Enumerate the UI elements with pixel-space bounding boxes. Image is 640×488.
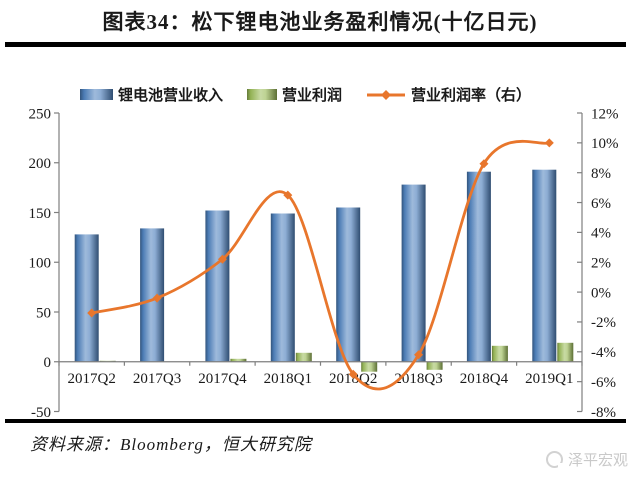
revenue-bar bbox=[466, 171, 491, 362]
right-axis-tick-label: -8% bbox=[591, 405, 616, 421]
chart-legend: 锂电池营业收入 营业利润 营业利润率（右） bbox=[80, 84, 531, 105]
legend-item-revenue: 锂电池营业收入 bbox=[80, 84, 223, 105]
margin-marker bbox=[87, 308, 97, 318]
left-axis-tick-label: 250 bbox=[29, 106, 52, 122]
legend-label-revenue: 锂电池营业收入 bbox=[118, 88, 224, 104]
top-divider bbox=[5, 42, 626, 47]
left-axis-tick-label: 150 bbox=[29, 206, 52, 222]
x-axis-category-label: 2017Q3 bbox=[133, 371, 181, 387]
margin-marker bbox=[544, 138, 554, 148]
x-axis-category-label: 2019Q1 bbox=[525, 371, 573, 387]
revenue-bar bbox=[532, 169, 557, 362]
right-axis-tick-label: 0% bbox=[591, 285, 611, 301]
margin-marker bbox=[414, 350, 424, 360]
revenue-bar bbox=[336, 207, 361, 362]
source-note: 资料来源：Bloomberg，恒大研究院 bbox=[30, 435, 312, 454]
right-axis-tick-label: 2% bbox=[591, 256, 611, 272]
legend-item-profit: 营业利润 bbox=[247, 84, 342, 105]
profit-bar bbox=[361, 361, 378, 372]
right-axis-tick-label: 6% bbox=[591, 196, 611, 212]
legend-swatch-profit bbox=[247, 89, 278, 100]
right-axis-tick-label: 10% bbox=[591, 136, 619, 152]
x-axis-category-label: 2018Q4 bbox=[460, 371, 509, 387]
figure-title: 图表34：松下锂电池业务盈利情况(十亿日元) bbox=[102, 10, 538, 34]
right-axis-tick-label: 4% bbox=[591, 226, 611, 242]
revenue-bar bbox=[270, 213, 295, 362]
zepin-macro-logo-icon bbox=[545, 451, 563, 468]
right-axis-tick-label: -2% bbox=[591, 315, 616, 331]
legend-item-margin: 营业利润率（右） bbox=[366, 84, 531, 105]
margin-line bbox=[90, 139, 551, 391]
profit-bar bbox=[426, 361, 443, 370]
x-axis-category-label: 2018Q3 bbox=[394, 371, 442, 387]
chart-svg: 250 200 150 100 50 0 -50 12% 10% 8% 6% 4% 2% 0% -2% -4%… bbox=[29, 106, 619, 421]
right-axis-tick-label: -4% bbox=[591, 345, 616, 361]
margin-marker bbox=[348, 369, 358, 379]
legend-diamond bbox=[381, 89, 392, 100]
right-axis-tick-label: -6% bbox=[591, 375, 616, 391]
legend-label-margin: 营业利润率（右） bbox=[411, 88, 532, 104]
bottom-divider bbox=[5, 419, 626, 423]
x-axis-category-label: 2017Q4 bbox=[198, 371, 247, 387]
watermark: 泽平宏观 bbox=[545, 449, 628, 470]
profit-bar bbox=[491, 345, 508, 362]
right-axis-tick-label: 12% bbox=[591, 106, 619, 122]
x-axis-category-label: 2018Q2 bbox=[329, 371, 377, 387]
left-axis-tick-label: 0 bbox=[44, 355, 52, 371]
watermark-label: 泽平宏观 bbox=[567, 453, 628, 469]
margin-marker bbox=[217, 254, 227, 264]
x-axis-category-label: 2018Q1 bbox=[264, 371, 312, 387]
x-axis-category-label: 2017Q2 bbox=[68, 371, 116, 387]
margin-marker bbox=[283, 190, 293, 200]
revenue-bar bbox=[74, 234, 99, 362]
margin-marker bbox=[479, 159, 489, 169]
legend-swatch-revenue bbox=[80, 89, 113, 100]
legend-label-profit: 营业利润 bbox=[282, 88, 343, 104]
left-axis-tick-label: 50 bbox=[36, 305, 51, 321]
left-axis-tick-label: 100 bbox=[29, 256, 52, 272]
profit-bar bbox=[295, 352, 312, 362]
profit-bar bbox=[230, 358, 247, 362]
profit-bar bbox=[557, 342, 574, 362]
left-axis-tick-label: -50 bbox=[31, 405, 51, 421]
left-axis-tick-label: 200 bbox=[29, 156, 52, 172]
legend-line-marker-icon bbox=[367, 89, 406, 100]
revenue-bar bbox=[205, 210, 230, 362]
right-axis-tick-label: 8% bbox=[591, 166, 611, 182]
revenue-bar bbox=[401, 184, 426, 362]
margin-marker bbox=[152, 293, 162, 303]
revenue-bar bbox=[140, 228, 165, 362]
